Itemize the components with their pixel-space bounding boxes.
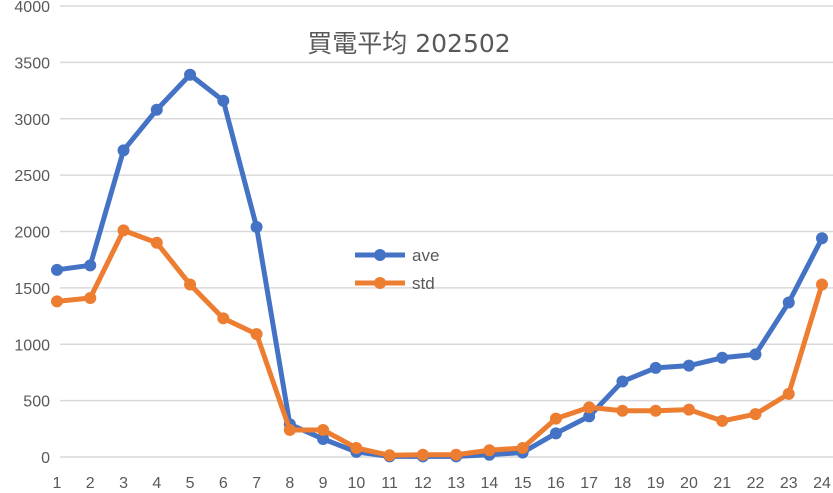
data-point-std [383,449,396,462]
x-tick-label: 3 [119,475,128,492]
data-point-ave [250,220,263,233]
series-line-std [54,227,825,458]
data-point-std [616,404,629,417]
gridlines [60,5,833,458]
x-tick-label: 2 [86,475,95,492]
data-point-std [250,328,263,341]
x-tick-label: 11 [381,475,398,492]
data-point-std [782,387,795,400]
x-axis-tick-labels: 1 2 3 4 5 6 7 8 9 10 11 12 13 14 15 16 17 18 19 20 21 22 23 24 [53,475,831,492]
x-tick-label: 12 [414,475,432,492]
data-point-std [549,412,562,425]
x-tick-label: 19 [647,475,665,492]
series-line-ave [54,72,825,459]
legend-marker-std [374,277,386,289]
data-point-ave [317,432,330,445]
data-point-std [416,448,429,461]
x-tick-label: 7 [252,475,261,492]
x-tick-label: 4 [152,475,161,492]
x-tick-label: 5 [186,475,195,492]
x-tick-label: 17 [580,475,598,492]
data-point-std [117,224,130,237]
data-series [51,68,828,463]
x-tick-label: 23 [780,475,798,492]
x-tick-label: 20 [680,475,698,492]
data-point-std [450,448,463,461]
chart-title: 買電平均 202502 [307,29,510,58]
data-point-std [749,408,762,421]
data-point-ave [782,296,795,309]
legend-item-ave: ave [355,246,439,265]
x-tick-label: 9 [319,475,328,492]
x-tick-label: 14 [480,475,498,492]
data-point-std [184,278,197,291]
data-point-std [217,312,230,325]
data-point-std [350,441,363,454]
x-tick-label: 13 [447,475,465,492]
data-point-std [716,414,729,427]
y-tick-label: 0 [41,450,50,467]
data-point-ave [150,103,163,116]
x-tick-label: 18 [614,475,632,492]
data-point-std [583,401,596,414]
x-tick-label: 15 [514,475,532,492]
data-point-ave [749,348,762,361]
legend: ave std [355,246,439,293]
x-tick-label: 6 [219,475,228,492]
y-tick-label: 2500 [14,168,50,185]
data-point-ave [682,359,695,372]
data-point-std [150,236,163,249]
data-point-std [84,292,97,305]
data-point-ave [184,68,197,81]
data-point-std [649,404,662,417]
data-point-std [516,441,529,454]
legend-label-std: std [412,274,435,293]
series-ave [51,68,828,463]
data-point-ave [583,410,596,423]
x-tick-label: 1 [53,475,62,492]
data-point-ave [217,94,230,107]
y-tick-label: 3000 [14,112,50,129]
data-point-std [51,295,63,308]
x-tick-label: 8 [285,475,294,492]
data-point-std [682,403,695,416]
x-tick-label: 10 [347,475,365,492]
data-point-ave [616,375,629,388]
y-tick-label: 2000 [14,225,50,242]
legend-marker-ave [374,249,386,261]
y-tick-label: 500 [23,394,50,411]
data-point-ave [51,263,63,276]
data-point-ave [816,232,828,245]
data-point-std [283,423,296,436]
data-point-ave [716,351,729,364]
data-point-ave [117,144,130,157]
data-point-ave [649,361,662,374]
data-point-std [816,278,828,291]
series-std [51,224,828,462]
y-tick-label: 4000 [14,0,50,16]
x-tick-label: 22 [747,475,765,492]
x-tick-label: 21 [713,475,731,492]
data-point-std [317,423,330,436]
x-tick-label: 16 [547,475,565,492]
y-tick-label: 1500 [14,281,50,298]
x-tick-label: 24 [813,475,831,492]
y-axis-tick-labels: 0 500 1000 1500 2000 2500 3000 3500 4000 [14,0,50,467]
legend-label-ave: ave [412,246,439,265]
y-tick-label: 1000 [14,337,50,354]
legend-item-std: std [355,274,435,293]
data-point-ave [549,427,562,440]
y-tick-label: 3500 [14,55,50,72]
data-point-std [483,444,496,457]
data-point-ave [84,259,97,272]
